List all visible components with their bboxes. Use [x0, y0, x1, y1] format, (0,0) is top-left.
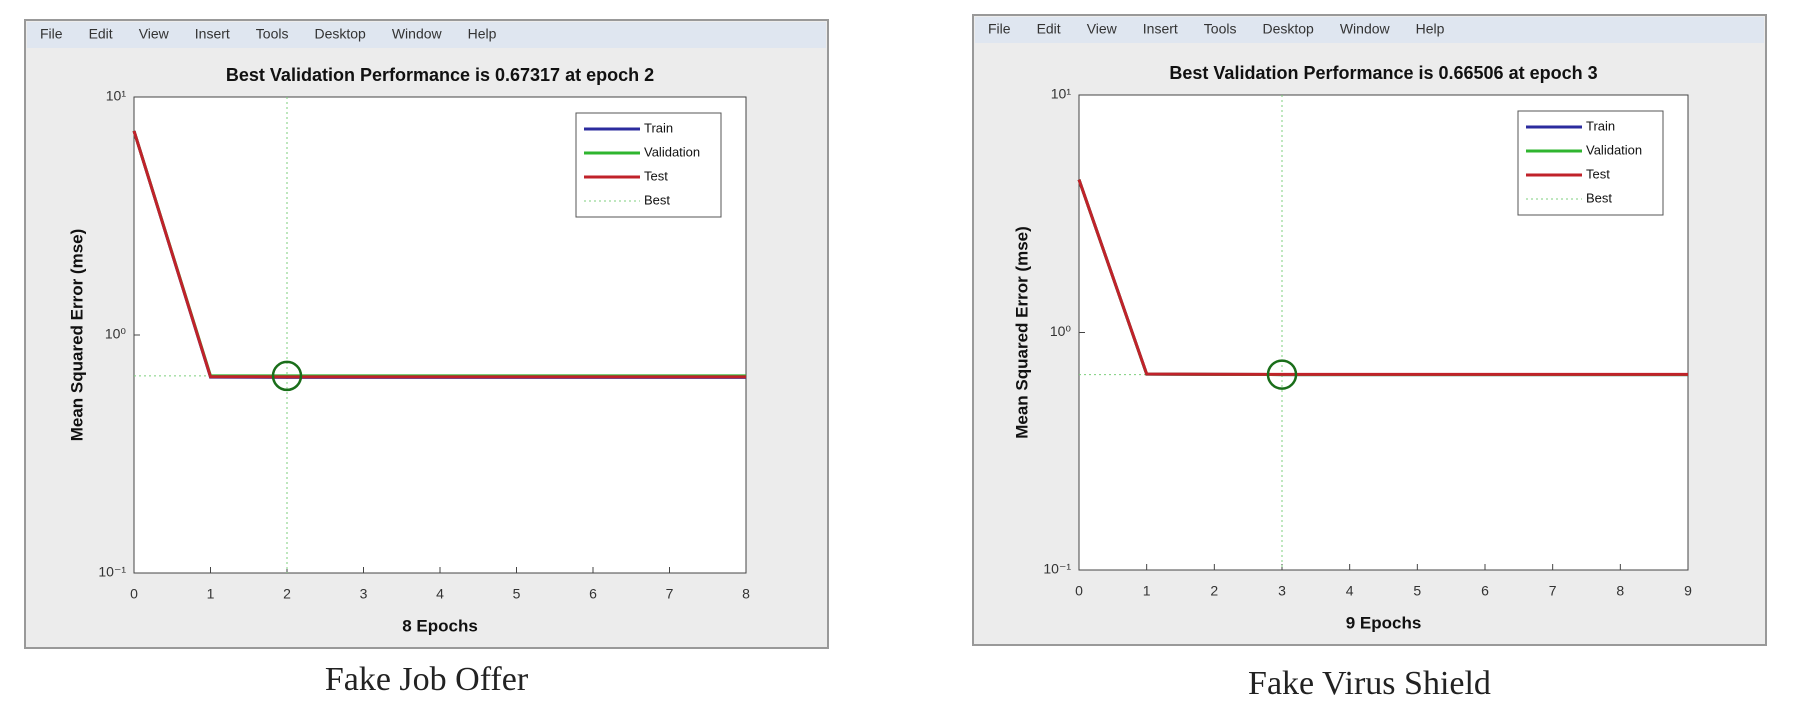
- menu-item: View: [1087, 21, 1118, 37]
- x-tick-label: 7: [1549, 583, 1557, 599]
- series-line: [132, 130, 746, 379]
- x-tick-label: 1: [207, 586, 215, 602]
- menu-item: Help: [1416, 21, 1445, 37]
- chart-window: File Edit View Insert Tools Desktop Window Help…: [972, 14, 1767, 702]
- x-axis-label: 9 Epochs: [1346, 613, 1422, 632]
- x-tick-label: 0: [1075, 583, 1083, 599]
- x-tick-label: 2: [1210, 583, 1218, 599]
- menu-item: Help: [468, 26, 497, 42]
- menu-item: File: [40, 26, 63, 42]
- legend-label: Validation: [644, 144, 700, 159]
- menu-item: Desktop: [314, 26, 366, 42]
- x-axis-label: 8 Epochs: [402, 616, 478, 635]
- menu-item: File: [988, 21, 1011, 37]
- series-line: [1077, 179, 1688, 376]
- x-tick-label: 4: [436, 586, 444, 602]
- y-tick-label: 10⁰: [1050, 323, 1072, 339]
- y-tick-label: 10¹: [1051, 86, 1072, 102]
- menu-item: View: [139, 26, 170, 42]
- menu-item: Window: [392, 26, 443, 42]
- menu-item: Tools: [1204, 21, 1237, 37]
- x-tick-label: 3: [1278, 583, 1286, 599]
- legend-label: Train: [1586, 118, 1615, 133]
- menu-item: Insert: [195, 26, 230, 42]
- x-tick-label: 0: [130, 586, 138, 602]
- menu-item: Window: [1340, 21, 1391, 37]
- y-axis-label: Mean Squared Error (mse): [67, 229, 86, 442]
- legend-label: Best: [1586, 190, 1612, 205]
- y-tick-label: 10⁻¹: [1043, 561, 1071, 577]
- x-tick-label: 3: [360, 586, 368, 602]
- legend-label: Validation: [1586, 142, 1642, 157]
- x-tick-label: 5: [1413, 583, 1421, 599]
- best-marker: [1266, 359, 1298, 390]
- chart-title: Best Validation Performance is 0.67317 a…: [226, 65, 654, 85]
- x-tick-label: 8: [742, 586, 750, 602]
- x-tick-label: 7: [666, 586, 674, 602]
- x-tick-label: 1: [1143, 583, 1151, 599]
- x-tick-label: 4: [1346, 583, 1354, 599]
- menu-bar: [975, 17, 1764, 43]
- x-tick-label: 6: [589, 586, 597, 602]
- menu-item: Edit: [89, 26, 113, 42]
- legend-label: Test: [1586, 166, 1610, 181]
- best-marker: [271, 360, 303, 392]
- y-tick-label: 10⁻¹: [98, 564, 126, 580]
- menu-bar: [27, 22, 826, 48]
- y-tick-label: 10⁰: [105, 326, 127, 342]
- x-tick-label: 2: [283, 586, 291, 602]
- x-tick-label: 6: [1481, 583, 1489, 599]
- menu-item: Tools: [256, 26, 289, 42]
- y-tick-label: 10¹: [106, 88, 127, 104]
- x-tick-label: 8: [1616, 583, 1624, 599]
- menu-item: Edit: [1037, 21, 1061, 37]
- chart-title: Best Validation Performance is 0.66506 a…: [1169, 63, 1597, 83]
- caption: Fake Job Offer: [325, 661, 529, 698]
- legend-label: Best: [644, 192, 670, 207]
- y-axis-label: Mean Squared Error (mse): [1012, 226, 1031, 439]
- x-tick-label: 5: [513, 586, 521, 602]
- chart-window: File Edit View Insert Tools Desktop Window Help…: [24, 19, 829, 698]
- menu-item: Desktop: [1262, 21, 1314, 37]
- legend-label: Test: [644, 168, 668, 183]
- x-tick-label: 9: [1684, 583, 1692, 599]
- menu-item: Insert: [1143, 21, 1178, 37]
- caption: Fake Virus Shield: [1248, 665, 1491, 702]
- legend-label: Train: [644, 120, 673, 135]
